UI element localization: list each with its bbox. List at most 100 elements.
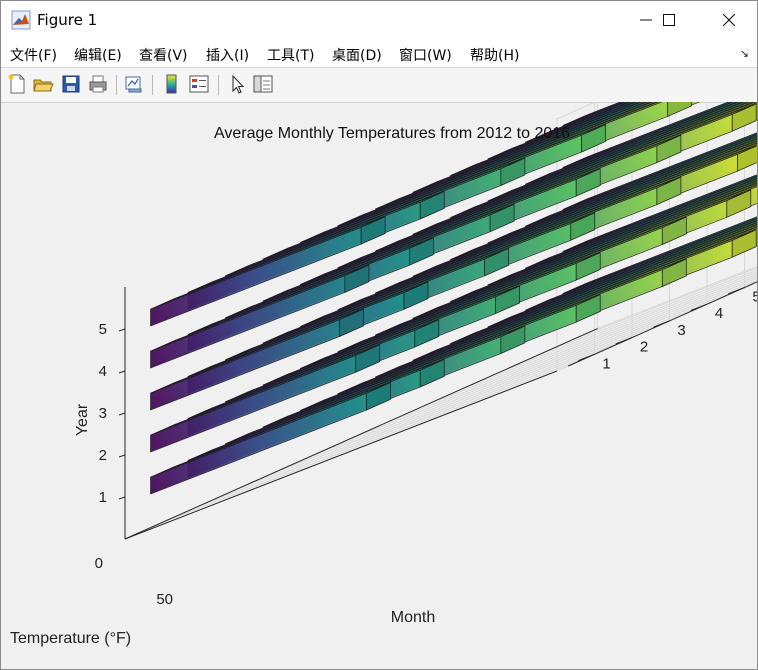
bar-end-cap [737,145,757,172]
maximize-icon [663,14,675,26]
property-inspector-icon[interactable] [252,73,274,95]
print-icon[interactable] [87,73,109,95]
bar-end-cap [409,237,434,266]
bar-end-cap [419,191,445,220]
bar [150,308,364,411]
floor-gridline [462,273,757,390]
dock-arrow-icon[interactable]: ↘ [739,48,749,60]
bar-end-cap [495,285,520,315]
new-figure-icon[interactable] [6,73,28,95]
y-tick-label: 5 [99,321,107,338]
bar-end-cap [661,258,687,288]
bar-end-cap [419,359,445,388]
toolbar-separator [116,75,117,95]
menu-file[interactable]: 文件(F) [10,48,57,64]
minimize-icon [640,19,652,21]
x-tick-label: 2 [640,339,648,356]
pointer-icon[interactable] [226,73,248,95]
menu-tools[interactable]: 工具(T) [267,48,315,64]
y-tick [118,412,126,416]
floor-gridline [274,303,708,473]
bar [150,216,386,327]
menu-insert[interactable]: 插入(I) [206,48,250,64]
bar-end-cap [339,308,364,338]
figure-toolbar [1,67,757,103]
bar-end-cap [366,382,391,411]
close-icon [723,14,735,26]
x-axis-front-line [568,281,757,367]
floor-gridline [162,353,595,523]
floor-gridline [199,337,633,507]
bar [150,264,370,369]
y-tick [118,370,126,374]
bar-end-cap [484,247,510,277]
floor-gridline [499,271,757,373]
floor-gridline [349,279,757,440]
z-tick-label: 0 [95,555,103,572]
bar [150,382,391,495]
title-bar: Figure 1 [1,1,757,39]
menu-bar: 文件(F) 编辑(E) 查看(V) 插入(I) 工具(T) 桌面(D) 窗口(W… [1,39,757,67]
matlab-logo-icon [11,10,31,30]
menu-edit[interactable]: 编辑(E) [74,48,122,64]
open-folder-icon[interactable] [32,73,54,95]
x-tick-label: 4 [715,305,723,322]
x-tick-label: 3 [677,322,685,339]
y-tick-label: 2 [99,447,107,464]
y-tick [118,454,126,458]
colorbar-icon[interactable] [161,73,183,95]
bar-end-cap [581,124,606,153]
y-tick-label: 1 [99,489,107,506]
menu-view[interactable]: 查看(V) [139,48,188,64]
y-tick [118,328,126,332]
toolbar-separator [218,75,219,95]
bar-end-cap [403,281,429,310]
toolbar-separator [152,75,153,95]
link-plot-icon[interactable] [123,73,145,95]
x-tick-label: 1 [602,355,610,372]
floor-gridline [312,287,745,456]
chart-axes: 12345678910111212345050 [95,281,757,608]
window-title: Figure 1 [37,11,98,29]
floor-gridline [574,267,757,340]
menu-window[interactable]: 窗口(W) [399,48,452,64]
bar-end-cap [575,252,601,281]
bar [150,344,381,453]
bar-end-cap [575,294,601,323]
chart-bars [150,102,757,495]
bar-end-cap [570,212,596,241]
bar-end-cap [661,216,687,246]
bar-end-cap [731,103,757,132]
y-tick-label: 3 [99,405,107,422]
bar-end-cap [355,344,381,373]
chart-labels: Average Monthly Temperatures from 2012 t… [10,125,570,647]
floor-gridline [424,275,757,406]
z-axis-label: Temperature (°F) [10,630,131,647]
bar-end-cap [489,203,515,233]
x-axis-line [124,328,598,540]
minimize-button[interactable] [623,1,669,39]
bar-end-cap [656,134,682,164]
x-tick-label: 5 [752,289,757,306]
floor-gridline [387,277,757,423]
bar3-chart: 12345678910111212345050 Average Monthly … [10,102,757,647]
legend-icon[interactable] [188,73,210,95]
bar-end-cap [360,216,386,245]
close-button[interactable] [706,1,752,39]
chart-title: Average Monthly Temperatures from 2012 t… [214,125,570,142]
y-tick-label: 4 [99,363,107,380]
save-icon[interactable] [60,73,82,95]
bar-end-cap [656,176,682,206]
bar-end-cap [575,168,601,197]
y-axis-label: Year [74,403,91,436]
menu-desktop[interactable]: 桌面(D) [332,48,382,64]
floor-gridline [237,320,670,490]
bar-end-cap [726,189,752,218]
x-axis-label: Month [391,609,435,626]
menu-help[interactable]: 帮助(H) [470,48,520,64]
bar-end-cap [500,157,526,187]
maximize-button[interactable] [646,1,692,39]
bar-end-cap [344,264,370,293]
floor-gridline [537,269,757,356]
